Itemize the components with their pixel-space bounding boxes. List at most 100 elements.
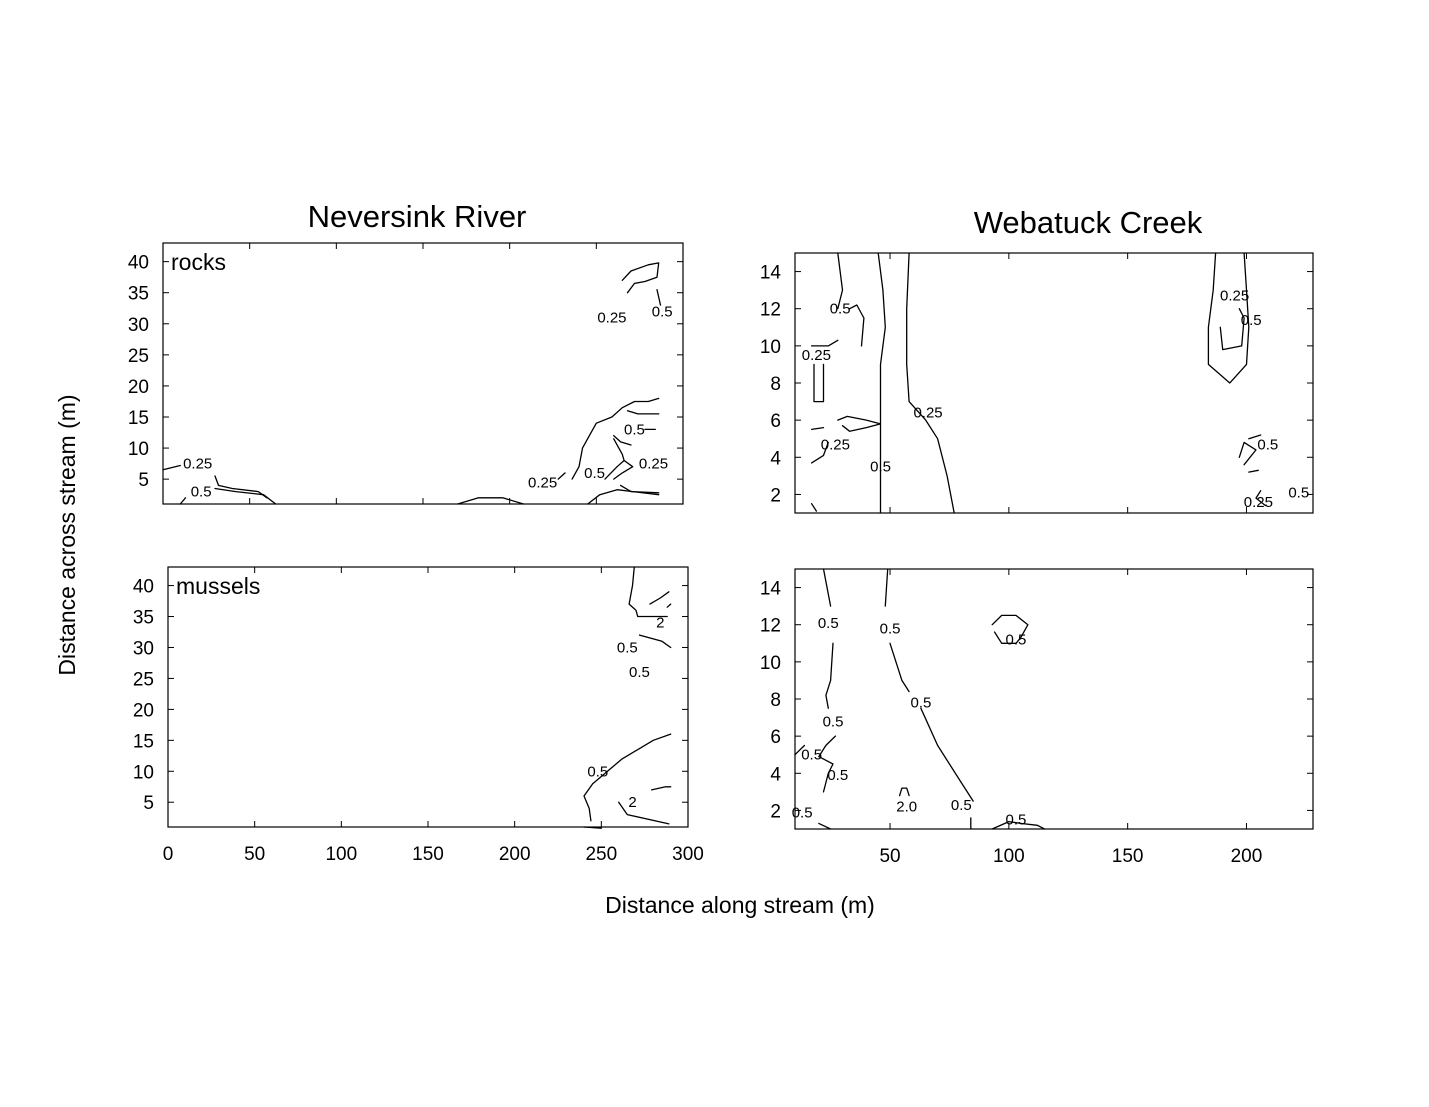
y-axis-title: Distance across stream (m) bbox=[54, 394, 80, 675]
webatuck-bottom-contour-label: 0.5 bbox=[1006, 812, 1027, 829]
webatuck-bottom-contour-line bbox=[818, 822, 832, 830]
webatuck-top-ytick-label: 6 bbox=[770, 411, 781, 432]
neversink-mussels-ytick-label: 15 bbox=[133, 731, 154, 752]
neversink-rocks-ytick-label: 40 bbox=[128, 253, 149, 274]
webatuck-bottom-xtick-label: 50 bbox=[879, 846, 900, 867]
webatuck-bottom-contour-label: 2.0 bbox=[896, 799, 917, 816]
neversink-mussels-ytick-label: 10 bbox=[133, 762, 154, 783]
neversink-rocks-ytick-label: 35 bbox=[128, 284, 149, 305]
webatuck-top-contour-line bbox=[1255, 490, 1267, 507]
neversink-rocks-contour-line bbox=[557, 472, 566, 480]
neversink-rocks-contour-label: 0.25 bbox=[639, 456, 668, 473]
webatuck-bottom-contour-line bbox=[889, 642, 910, 693]
webatuck-top-contour-line bbox=[1207, 252, 1250, 384]
neversink-rocks-ytick-label: 25 bbox=[128, 346, 149, 367]
neversink-rocks-contour-line bbox=[626, 410, 660, 415]
neversink-rocks-contour-line bbox=[214, 487, 277, 505]
neversink-mussels-contour-line bbox=[649, 591, 670, 605]
webatuck-bottom-contour-label: 0.5 bbox=[911, 695, 932, 712]
neversink-mussels-contour-line bbox=[638, 634, 672, 649]
neversink-mussels-panel: 5 10 15 20 25 30 35 40 0 50 100 150 200 250 300 mussels… bbox=[133, 566, 704, 865]
neversink-mussels-ytick-label: 25 bbox=[133, 669, 154, 690]
x-axis-title: Distance along stream (m) bbox=[605, 892, 875, 918]
webatuck-top-contour-label: 0.25 bbox=[1244, 494, 1273, 511]
neversink-rocks-ytick-label: 5 bbox=[138, 470, 149, 491]
webatuck-top-contour-line bbox=[813, 363, 825, 403]
webatuck-bottom-contour-label: 0.5 bbox=[823, 713, 844, 730]
neversink-rocks-ytick-label: 10 bbox=[128, 439, 149, 460]
neversink-mussels-xtick-label: 0 bbox=[163, 844, 174, 865]
webatuck-top-contour-label: 0.25 bbox=[1220, 288, 1249, 305]
neversink-mussels-ytick-label: 5 bbox=[143, 793, 154, 814]
webatuck-bottom-ytick-label: 14 bbox=[760, 579, 782, 600]
webatuck-bottom-contour-label: 0.5 bbox=[880, 620, 901, 637]
neversink-rocks-contour-label: 0.5 bbox=[652, 303, 673, 320]
webatuck-top-contour-line bbox=[810, 426, 825, 431]
webatuck-bottom-contour-line bbox=[822, 568, 832, 607]
neversink-mussels-xtick-label: 50 bbox=[244, 844, 265, 865]
webatuck-top-panel: 2 4 6 8 10 12 14 Webatuck Creek 0.5 0.25 0.25 0.25 0… bbox=[760, 205, 1314, 514]
webatuck-bottom-contour-line bbox=[825, 642, 834, 709]
neversink-rocks-ytick-label: 15 bbox=[128, 408, 149, 429]
neversink-rocks-contour-line bbox=[571, 397, 660, 480]
neversink-mussels-xtick-label: 100 bbox=[325, 844, 357, 865]
neversink-mussels-ytick-label: 40 bbox=[133, 577, 154, 598]
neversink-mussels-contour-line bbox=[628, 566, 668, 618]
neversink-mussels-contour-line bbox=[583, 733, 672, 822]
webatuck-top-ytick-label: 4 bbox=[770, 448, 781, 469]
neversink-rocks-contour-line bbox=[457, 497, 525, 505]
neversink-mussels-xtick-label: 250 bbox=[585, 844, 617, 865]
webatuck-bottom-contour-line bbox=[991, 614, 1029, 644]
neversink-rocks-contour-label: 0.5 bbox=[624, 421, 645, 438]
neversink-rocks-contour-line bbox=[613, 434, 632, 446]
neversink-mussels-panel-label: mussels bbox=[176, 573, 260, 599]
neversink-mussels-contour-line bbox=[618, 801, 670, 825]
webatuck-bottom-contour-label: 0.5 bbox=[818, 615, 839, 632]
webatuck-bottom-contour-line bbox=[884, 568, 889, 607]
neversink-rocks-contour-line bbox=[604, 459, 634, 480]
neversink-mussels-contour-label: 2 bbox=[628, 794, 636, 811]
neversink-mussels-ytick-label: 35 bbox=[133, 608, 154, 629]
webatuck-bottom-contour-line bbox=[991, 820, 1046, 830]
neversink-mussels-contour-label: 2 bbox=[656, 615, 664, 632]
neversink-mussels-xtick-label: 200 bbox=[499, 844, 531, 865]
webatuck-bottom-ytick-label: 6 bbox=[770, 727, 781, 748]
webatuck-top-contour-label: 0.25 bbox=[802, 347, 831, 364]
neversink-rocks-contour-label: 0.5 bbox=[191, 484, 212, 501]
webatuck-bottom-ytick-label: 12 bbox=[760, 616, 781, 637]
webatuck-bottom-ytick-label: 10 bbox=[760, 653, 781, 674]
webatuck-bottom-xtick-label: 150 bbox=[1112, 846, 1144, 867]
neversink-mussels-frame bbox=[167, 566, 689, 828]
neversink-rocks-contour-label: 0.5 bbox=[584, 465, 605, 482]
webatuck-top-contour-line bbox=[1219, 308, 1245, 351]
neversink-rocks-contour-line bbox=[214, 475, 268, 499]
neversink-rocks-column-title: Neversink River bbox=[308, 199, 527, 234]
neversink-mussels-ytick-label: 20 bbox=[133, 700, 154, 721]
webatuck-top-contour-line bbox=[1248, 434, 1262, 440]
webatuck-bottom-contour-label: 0.5 bbox=[801, 747, 822, 764]
webatuck-top-contour-line bbox=[837, 415, 882, 432]
neversink-rocks-panel: 5 10 15 20 25 30 35 40 Neversink River rocks 0.25 0… bbox=[128, 199, 684, 505]
neversink-mussels-contour-label: 0.5 bbox=[629, 664, 650, 681]
webatuck-top-contour-line bbox=[1248, 469, 1259, 473]
neversink-mussels-xtick-label: 300 bbox=[672, 844, 704, 865]
webatuck-bottom-contour-line bbox=[794, 744, 806, 756]
webatuck-bottom-xtick-label: 200 bbox=[1231, 846, 1263, 867]
neversink-rocks-ytick-label: 30 bbox=[128, 315, 149, 336]
neversink-mussels-contour-line bbox=[583, 826, 602, 829]
webatuck-top-contour-line bbox=[810, 441, 829, 464]
webatuck-top-contour-label: 0.5 bbox=[870, 459, 891, 476]
webatuck-bottom-contour-label: 0.5 bbox=[1006, 632, 1027, 649]
webatuck-top-ytick-label: 12 bbox=[760, 300, 781, 321]
webatuck-bottom-ytick-label: 8 bbox=[770, 690, 781, 711]
neversink-mussels-contour-line bbox=[650, 786, 672, 791]
neversink-rocks-contour-line bbox=[162, 464, 181, 471]
webatuck-top-ytick-label: 2 bbox=[770, 485, 781, 506]
webatuck-top-contour-label: 0.5 bbox=[1241, 312, 1262, 329]
webatuck-top-ytick-label: 8 bbox=[770, 374, 781, 395]
webatuck-bottom-frame bbox=[794, 568, 1314, 830]
webatuck-bottom-contour-line bbox=[920, 707, 974, 802]
